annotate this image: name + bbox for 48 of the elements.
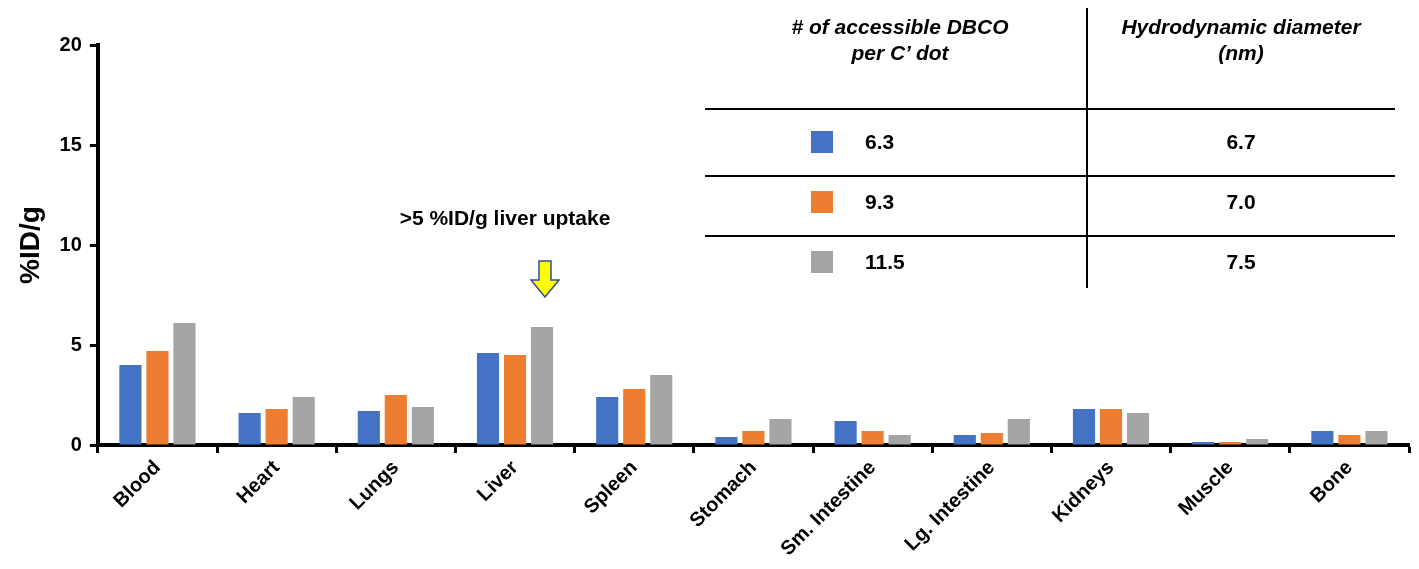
legend-title: # of accessible DBCO per C’ dot (790, 14, 1010, 66)
bar (530, 327, 554, 445)
bar (1099, 409, 1123, 445)
bar (1219, 442, 1242, 445)
bar (1246, 439, 1269, 445)
bar (238, 413, 261, 445)
bar (384, 395, 407, 445)
y-tick-label: 0 (70, 432, 82, 455)
annotation: 6.7 (1225, 130, 1257, 154)
bar (1338, 435, 1361, 445)
bar (1311, 431, 1334, 445)
bar (769, 419, 792, 445)
bar (1126, 413, 1150, 445)
y-tick-label: 10 (59, 232, 82, 255)
bar (119, 365, 142, 445)
y-tick-label: 5 (70, 332, 82, 355)
annotation: >5 %ID/g liver uptake (399, 205, 611, 229)
bar (146, 351, 169, 445)
y-tick-label: 20 (59, 32, 82, 55)
bar (411, 407, 434, 445)
annotation: 7.0 (1225, 190, 1257, 214)
bar (292, 397, 315, 445)
bar (861, 431, 884, 445)
bar (1192, 442, 1215, 445)
annotation: 7.5 (1225, 250, 1257, 274)
bar (503, 355, 527, 445)
legend-label: 6.3 (865, 130, 895, 154)
bar (650, 375, 673, 445)
bar (173, 323, 196, 445)
annotation: Hydrodynamic diameter (nm) (1120, 14, 1363, 66)
bar (476, 353, 500, 445)
bar (623, 389, 646, 445)
legend-label: 9.3 (865, 190, 895, 214)
bar (1365, 431, 1388, 445)
bar (742, 431, 765, 445)
bar (265, 409, 288, 445)
bar (953, 435, 976, 445)
bar (980, 433, 1003, 445)
y-tick-label: 15 (59, 132, 82, 155)
bar (1072, 409, 1096, 445)
bar (834, 421, 857, 445)
bar (888, 435, 911, 445)
bar (596, 397, 619, 445)
bar (715, 437, 738, 445)
y-axis-title: %ID/g (13, 206, 45, 284)
bar (357, 411, 380, 445)
legend-label: 11.5 (865, 250, 905, 274)
bar (1007, 419, 1030, 445)
